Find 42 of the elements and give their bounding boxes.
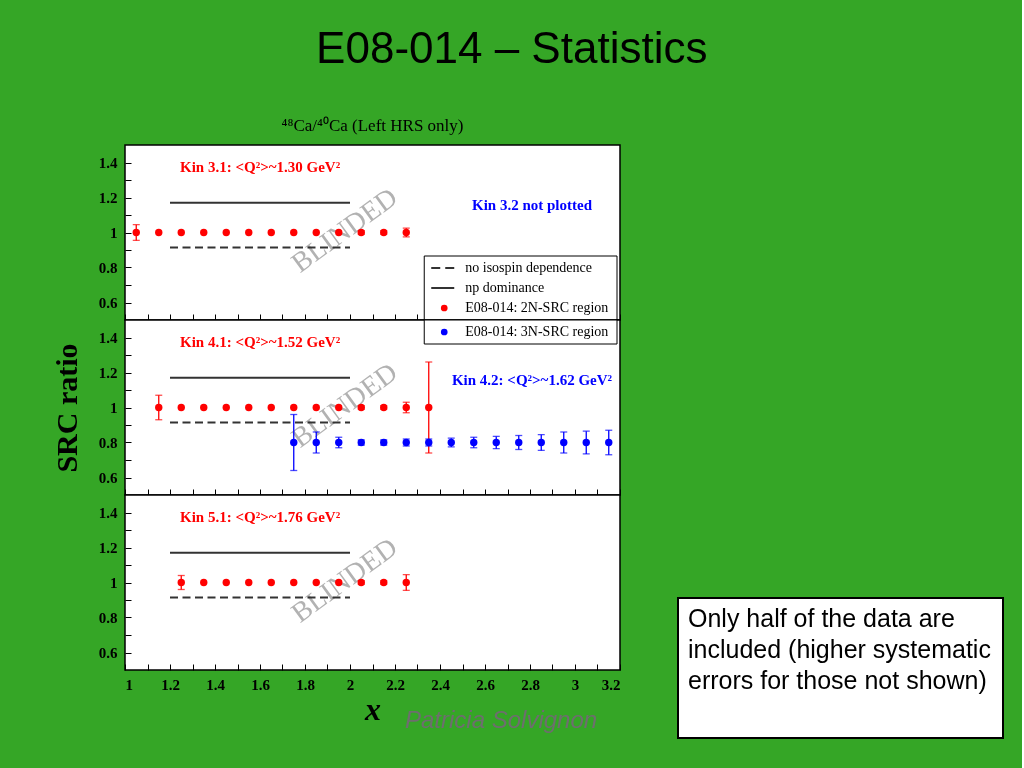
x-tick-label: 3.2 <box>601 676 621 693</box>
legend-label: E08-014: 3N-SRC region <box>465 324 609 339</box>
y-axis-title: SRC ratio <box>49 343 83 473</box>
x-tick-label: 1.8 <box>296 676 315 693</box>
x-tick-label: 2.8 <box>521 676 540 693</box>
x-tick-label: 1.4 <box>206 676 226 693</box>
x-tick-label: 2.4 <box>431 676 451 693</box>
annotation: Kin 3.1: <Q²>~1.30 GeV² <box>180 159 341 175</box>
x-tick-label: 1 <box>125 676 133 693</box>
y-tick-label: 0.6 <box>98 470 118 486</box>
y-tick-label: 0.8 <box>98 260 118 276</box>
y-tick-label: 0.8 <box>98 435 118 451</box>
x-tick-label: 1.6 <box>251 676 271 693</box>
chart-title: E08-014 – Statistics <box>316 23 708 73</box>
y-tick-label: 1.2 <box>98 365 118 381</box>
y-tick-label: 1.4 <box>98 505 118 521</box>
annotation: Kin 3.2 not plotted <box>471 197 593 213</box>
y-tick-label: 0.6 <box>98 295 118 311</box>
y-tick-label: 0.8 <box>98 610 118 626</box>
x-axis-title: x <box>364 690 381 727</box>
x-tick-label: 2.2 <box>386 676 405 693</box>
annotation: Kin 4.1: <Q²>~1.52 GeV² <box>180 334 341 350</box>
y-tick-label: 1 <box>110 400 118 416</box>
text: Patricia Solvignon <box>405 706 598 733</box>
annotation: Kin 5.1: <Q²>~1.76 GeV² <box>180 509 341 525</box>
x-tick-label: 3 <box>571 676 580 693</box>
chart-subtitle: ⁴⁸Ca/⁴⁰Ca (Left HRS only) <box>281 116 464 135</box>
x-tick-label: 1.2 <box>161 676 180 693</box>
y-tick-label: 1.2 <box>98 190 118 206</box>
legend-label: no isospin dependence <box>465 260 592 275</box>
legend-label: E08-014: 2N-SRC region <box>465 300 609 315</box>
y-tick-label: 1.2 <box>98 540 118 556</box>
y-tick-label: 1.4 <box>98 155 118 171</box>
y-tick-label: 1.4 <box>98 330 118 346</box>
x-tick-label: 2.6 <box>476 676 496 693</box>
y-tick-label: 1 <box>110 575 118 591</box>
annotation: Kin 4.2: <Q²>~1.62 GeV² <box>451 372 613 388</box>
x-tick-label: 2 <box>346 676 355 693</box>
text: Only half of the data are included (higher systematic errors for those not shown) <box>688 604 991 694</box>
y-tick-label: 1 <box>110 225 118 241</box>
legend-label: np dominance <box>465 280 545 295</box>
y-tick-label: 0.6 <box>98 645 118 661</box>
